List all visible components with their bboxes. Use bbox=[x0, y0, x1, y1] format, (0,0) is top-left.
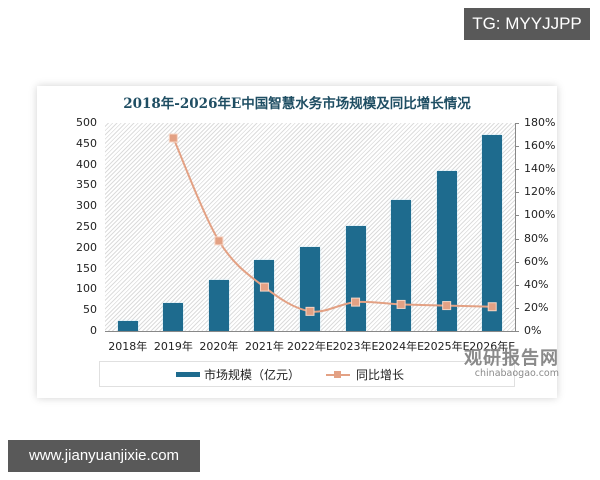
right-axis-tick-label: 120% bbox=[524, 185, 556, 199]
right-axis-tick-label: 180% bbox=[524, 116, 556, 129]
right-axis bbox=[515, 123, 516, 331]
left-axis-tick-label: 150 bbox=[76, 261, 97, 275]
right-axis-tick bbox=[515, 123, 519, 124]
x-axis-tick-label: 2019年 bbox=[153, 340, 193, 353]
line-marker-icon bbox=[214, 236, 224, 246]
watermark-cn: 观研报告网 bbox=[464, 348, 559, 369]
x-axis-tick-label: 2023年E bbox=[332, 340, 379, 353]
x-axis-tick-label: 2022年E bbox=[287, 340, 333, 353]
x-axis-tick-label: 2018年 bbox=[108, 340, 148, 353]
chart-card: 2018年-2026年E中国智慧水务市场规模及同比增长情况 0 50 100 150 2… bbox=[37, 86, 559, 398]
bar bbox=[117, 321, 138, 331]
right-axis-tick-label: 40% bbox=[524, 277, 549, 291]
legend-bar-label: 市场规模（亿元） bbox=[204, 368, 301, 382]
left-axis-tick-label: 50 bbox=[83, 303, 97, 317]
legend-bar-swatch bbox=[176, 372, 200, 377]
right-axis-tick bbox=[515, 261, 519, 263]
x-axis-tick-label: 2025年E bbox=[423, 340, 470, 353]
right-axis-tick-label: 140% bbox=[524, 162, 556, 176]
growth-line-series bbox=[168, 133, 497, 316]
bottom-watermark-tag: www.jianyuanjixie.com bbox=[8, 440, 200, 472]
source-watermark: 观研报告网 chinabaogao.com bbox=[459, 344, 559, 379]
right-axis-tick-label: 80% bbox=[524, 231, 549, 245]
left-axis-tick-label: 450 bbox=[76, 136, 97, 150]
line-marker-icon bbox=[168, 133, 178, 143]
right-axis-tick-label: 20% bbox=[524, 300, 549, 314]
right-axis-tick bbox=[515, 331, 519, 332]
bar bbox=[436, 170, 457, 331]
bar bbox=[345, 226, 366, 331]
left-axis-tick-label: 100 bbox=[76, 282, 97, 296]
x-axis-tick-label: 2024年E bbox=[378, 340, 425, 353]
x-axis-tick-label: 2026年E bbox=[469, 340, 516, 353]
line-marker-icon bbox=[259, 282, 269, 292]
line-marker-icon bbox=[487, 302, 497, 312]
right-axis-tick-label: 100% bbox=[524, 208, 556, 222]
line-marker-icon bbox=[396, 299, 406, 309]
right-axis-tick bbox=[515, 169, 519, 171]
right-axis-tick bbox=[515, 238, 519, 240]
right-axis-tick bbox=[515, 215, 519, 217]
left-axis-tick-label: 400 bbox=[76, 157, 97, 171]
left-axis-tick-label: 500 bbox=[76, 116, 97, 129]
right-axis-tick-label: 60% bbox=[524, 254, 549, 268]
x-axis-tick-label: 2020年 bbox=[199, 340, 239, 353]
right-axis-tick bbox=[515, 307, 519, 309]
x-axis bbox=[105, 331, 515, 332]
right-axis-tick-label: 0% bbox=[524, 324, 542, 337]
legend: 市场规模（亿元） 同比增长 bbox=[99, 361, 515, 387]
bar bbox=[163, 303, 184, 331]
top-watermark-tag: TG: MYYJJPP bbox=[464, 8, 590, 40]
line-marker-icon bbox=[305, 306, 315, 316]
line-marker-icon bbox=[351, 297, 361, 307]
chart-title: 2018年-2026年E中国智慧水务市场规模及同比增长情况 bbox=[123, 96, 471, 112]
right-axis-tick bbox=[515, 146, 519, 148]
x-axis-tick-label: 2021年 bbox=[244, 340, 284, 353]
bar bbox=[482, 135, 503, 331]
watermark-en: chinabaogao.com bbox=[474, 368, 559, 379]
bar bbox=[391, 199, 412, 331]
right-axis-tick bbox=[515, 192, 519, 194]
bar bbox=[208, 280, 229, 331]
legend-line-label: 同比增长 bbox=[356, 368, 405, 382]
left-axis-tick-label: 250 bbox=[76, 220, 97, 233]
bar bbox=[254, 260, 275, 331]
left-axis-tick-label: 0 bbox=[90, 324, 97, 337]
left-axis-tick-label: 350 bbox=[76, 178, 97, 192]
right-axis-tick-label: 160% bbox=[524, 139, 556, 153]
line-marker-icon bbox=[442, 301, 452, 311]
right-axis-tick bbox=[515, 284, 519, 286]
left-axis-tick-label: 300 bbox=[76, 199, 97, 213]
legend-line-marker-icon bbox=[334, 371, 341, 378]
left-axis-tick-label: 200 bbox=[76, 240, 97, 254]
